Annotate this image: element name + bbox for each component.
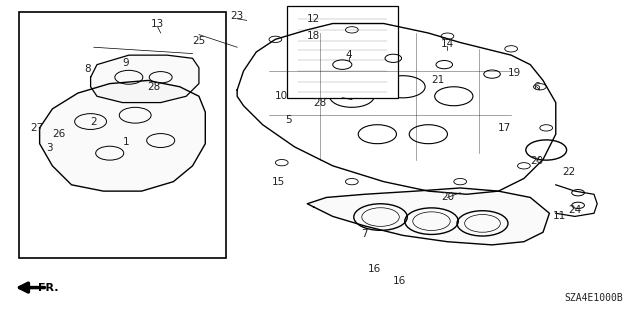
Text: 20: 20: [441, 192, 454, 203]
Text: 25: 25: [192, 36, 205, 46]
Text: 23: 23: [230, 11, 244, 21]
Text: 3: 3: [46, 144, 52, 153]
Text: 24: 24: [568, 205, 582, 215]
Text: 1: 1: [122, 137, 129, 147]
Text: 16: 16: [393, 276, 406, 286]
Text: 12: 12: [307, 14, 320, 24]
Text: 16: 16: [367, 263, 381, 274]
Text: 28: 28: [148, 82, 161, 92]
Text: 20: 20: [530, 156, 543, 166]
Text: 6: 6: [533, 82, 540, 92]
Text: 27: 27: [30, 123, 43, 133]
Text: 17: 17: [498, 123, 511, 133]
Text: SZA4E1000B: SZA4E1000B: [564, 293, 623, 303]
Text: 9: 9: [122, 58, 129, 68]
Text: 8: 8: [84, 64, 91, 74]
Text: 13: 13: [151, 19, 164, 28]
Text: 11: 11: [552, 211, 566, 221]
Polygon shape: [91, 55, 199, 103]
Text: 18: 18: [307, 31, 320, 41]
Text: 22: 22: [562, 167, 575, 177]
Text: 21: 21: [431, 76, 445, 85]
Polygon shape: [307, 188, 549, 245]
Polygon shape: [40, 80, 205, 191]
Text: 19: 19: [508, 68, 521, 78]
Text: 26: 26: [52, 129, 65, 139]
FancyBboxPatch shape: [287, 6, 398, 98]
Text: 15: 15: [272, 177, 285, 187]
Text: 14: 14: [441, 39, 454, 49]
Text: 5: 5: [285, 115, 291, 125]
Text: 10: 10: [275, 91, 289, 101]
Text: 2: 2: [90, 116, 97, 127]
Text: 7: 7: [362, 229, 368, 239]
Text: 28: 28: [314, 98, 326, 108]
FancyBboxPatch shape: [19, 12, 226, 257]
Text: 4: 4: [346, 50, 352, 60]
Text: FR.: FR.: [38, 283, 59, 293]
